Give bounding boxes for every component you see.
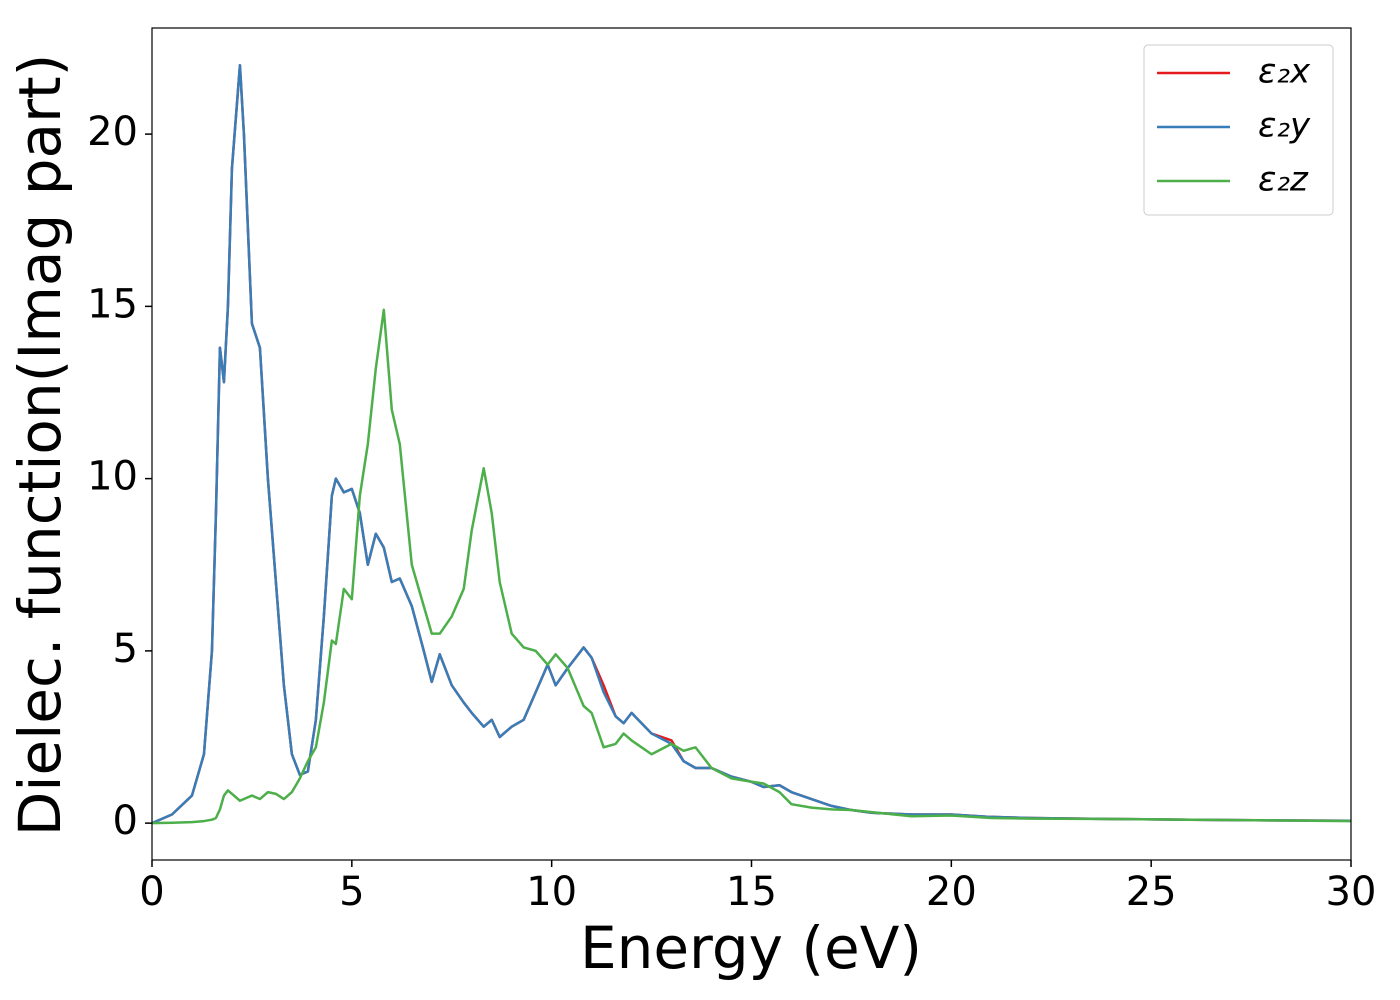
y-tick-label: 15 [87, 281, 138, 327]
x-tick-label: 15 [726, 869, 777, 915]
legend-label: ε₂z [1258, 160, 1309, 200]
legend-box [1143, 44, 1334, 216]
x-tick-label: 5 [339, 869, 364, 915]
legend-label: ε₂x [1258, 52, 1311, 92]
y-tick-label: 10 [87, 454, 138, 500]
series-line [151, 63, 1352, 825]
y-tick-label: 0 [113, 798, 138, 844]
x-tick-label: 25 [1126, 869, 1177, 915]
x-axis-label: Energy (eV) [580, 914, 922, 982]
plot-frame [151, 27, 1352, 861]
series-line [151, 308, 1352, 825]
y-axis-label: Dielec. function(Imag part) [6, 54, 74, 837]
x-tick-label: 20 [926, 869, 977, 915]
y-tick-label: 5 [113, 626, 138, 672]
x-tick-label: 30 [1326, 869, 1377, 915]
x-tick-label: 10 [526, 869, 577, 915]
legend-label: ε₂y [1258, 106, 1311, 146]
x-tick-label: 0 [139, 869, 164, 915]
y-tick-label: 20 [87, 109, 138, 155]
